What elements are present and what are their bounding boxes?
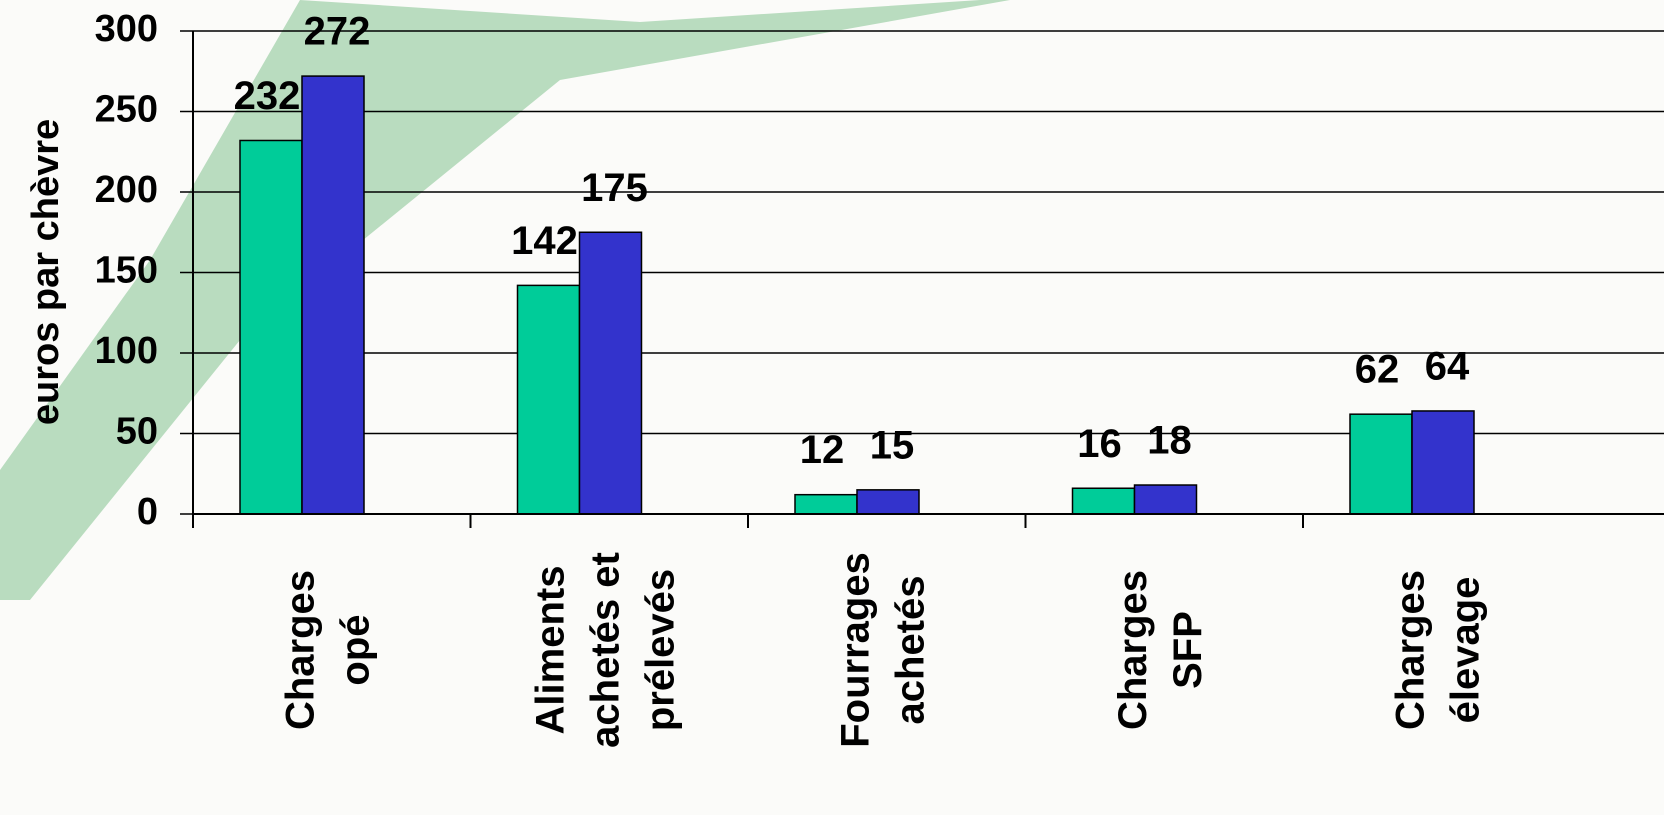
bar xyxy=(1071,487,1136,515)
y-tick-label: 250 xyxy=(95,89,158,131)
y-tick-label: 200 xyxy=(95,169,158,211)
value-label: 142 xyxy=(511,219,578,263)
value-label: 18 xyxy=(1147,419,1192,463)
y-tick-label: 100 xyxy=(95,330,158,372)
x-tick-label: Aliments achetés et prélevés xyxy=(528,552,682,748)
value-label: 62 xyxy=(1355,348,1400,392)
value-label: 232 xyxy=(234,74,301,118)
y-tick-label: 300 xyxy=(95,8,158,50)
value-label: 64 xyxy=(1425,345,1470,389)
value-label: 16 xyxy=(1077,422,1122,466)
x-tick-label: Fourrages achetés xyxy=(833,552,932,748)
value-label: 272 xyxy=(304,10,371,54)
bar xyxy=(516,284,581,515)
bar xyxy=(301,75,365,515)
bar xyxy=(1133,484,1198,515)
bar xyxy=(794,493,858,515)
x-tick-label: Charges élevage xyxy=(1388,570,1487,730)
x-tick-label: Charges opé xyxy=(278,570,377,730)
x-tick-label: Charges SFP xyxy=(1110,570,1209,730)
y-tick-label: 150 xyxy=(95,250,158,292)
value-label: 175 xyxy=(581,166,648,210)
y-tick-label: 0 xyxy=(137,491,158,533)
bar xyxy=(239,139,303,515)
y-axis-label: euros par chèvre xyxy=(25,119,67,425)
value-label: 12 xyxy=(800,428,845,472)
y-tick-label: 50 xyxy=(116,411,158,453)
bar xyxy=(1411,410,1475,515)
bar xyxy=(578,231,643,515)
bar xyxy=(856,489,920,515)
bar xyxy=(1349,413,1413,515)
value-label: 15 xyxy=(870,423,915,467)
